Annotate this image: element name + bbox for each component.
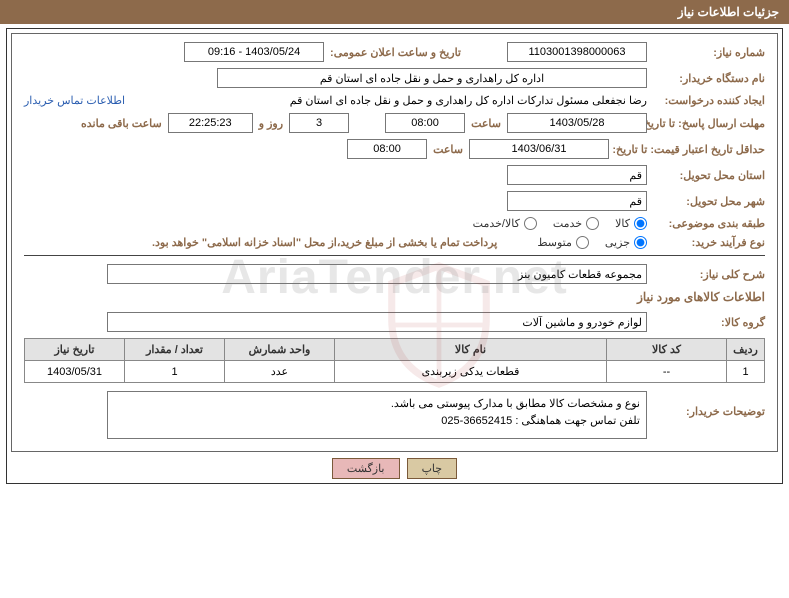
row-general-desc: شرح کلی نیاز: [24,264,765,284]
requester-label: ایجاد کننده درخواست: [653,94,765,107]
print-button[interactable]: چاپ [407,458,458,479]
need-no-label: شماره نیاز: [653,46,765,59]
class-service-label: خدمت [553,217,582,230]
classification-label: طبقه بندی موضوعی: [653,217,765,230]
button-bar: چاپ بازگشت [11,458,778,479]
goods-group-field[interactable] [107,312,647,332]
validity-time-field[interactable] [347,139,427,159]
city-label: شهر محل تحویل: [653,195,765,208]
announce-label: تاریخ و ساعت اعلان عمومی: [330,46,461,59]
row-requester: ایجاد کننده درخواست: رضا نجفعلی مسئول تد… [24,94,765,107]
goods-table: ردیف کد کالا نام کالا واحد شمارش تعداد /… [24,338,765,383]
details-panel: شماره نیاز: تاریخ و ساعت اعلان عمومی: نا… [11,33,778,452]
buyer-org-label: نام دستگاه خریدار: [653,72,765,85]
general-desc-field[interactable] [107,264,647,284]
back-button[interactable]: بازگشت [332,458,400,479]
cell-unit: عدد [225,361,335,383]
separator-1 [24,255,765,256]
time-label-1: ساعت [471,117,501,130]
cell-qty: 1 [125,361,225,383]
cell-name: قطعات یدکی زیربندی [335,361,607,383]
time-label-2: ساعت [433,143,463,156]
reply-time-field[interactable] [385,113,465,133]
row-need-number: شماره نیاز: تاریخ و ساعت اعلان عمومی: [24,42,765,62]
validity-date-field[interactable] [469,139,609,159]
buyer-notes-line2: تلفن تماس جهت هماهنگی : 36652415-025 [114,413,640,430]
class-goods-label: کالا [615,217,630,230]
pt-partial-radio[interactable] [634,236,647,249]
th-name: نام کالا [335,339,607,361]
province-field[interactable] [507,165,647,185]
remaining-label: ساعت باقی مانده [81,117,162,130]
row-buyer-org: نام دستگاه خریدار: [24,68,765,88]
validity-label: حداقل تاریخ اعتبار قیمت: تا تاریخ: [615,143,765,156]
cell-idx: 1 [727,361,765,383]
row-purchase-type: نوع فرآیند خرید: جزیی متوسط پرداخت تمام … [24,236,765,249]
class-service-radio[interactable] [586,217,599,230]
row-reply-deadline: مهلت ارسال پاسخ: تا تاریخ: ساعت روز و سا… [24,113,765,133]
buyer-org-field[interactable] [217,68,647,88]
pt-medium-radio[interactable] [576,236,589,249]
purchase-type-label: نوع فرآیند خرید: [653,236,765,249]
th-date: تاریخ نیاز [25,339,125,361]
row-buyer-notes: توضیحات خریدار: نوع و مشخصات کالا مطابق … [24,391,765,439]
general-desc-label: شرح کلی نیاز: [653,268,765,281]
days-left-field[interactable] [289,113,349,133]
row-province: استان محل تحویل: [24,165,765,185]
need-no-field[interactable] [507,42,647,62]
th-index: ردیف [727,339,765,361]
class-goods-radio[interactable] [634,217,647,230]
th-code: کد کالا [607,339,727,361]
buyer-notes-box[interactable]: نوع و مشخصات کالا مطابق با مدارک پیوستی … [107,391,647,439]
class-both-label: کالا/خدمت [473,217,520,230]
panel-title: جزئیات اطلاعات نیاز [0,0,789,24]
row-goods-group: گروه کالا: [24,312,765,332]
days-and-label: روز و [259,117,283,130]
buyer-notes-label: توضیحات خریدار: [653,391,765,418]
requester-text: رضا نجفعلی مسئول تدارکات اداره کل راهدار… [290,94,647,107]
class-both-radio[interactable] [524,217,537,230]
goods-info-heading: اطلاعات کالاهای مورد نیاز [24,290,765,304]
pt-medium-label: متوسط [537,236,572,249]
city-field[interactable] [507,191,647,211]
goods-group-label: گروه کالا: [653,316,765,329]
province-label: استان محل تحویل: [653,169,765,182]
pt-partial-label: جزیی [605,236,630,249]
reply-deadline-label: مهلت ارسال پاسخ: تا تاریخ: [653,117,765,130]
th-unit: واحد شمارش [225,339,335,361]
buyer-notes-line1: نوع و مشخصات کالا مطابق با مدارک پیوستی … [114,396,640,413]
buyer-contact-link[interactable]: اطلاعات تماس خریدار [24,94,125,107]
row-classification: طبقه بندی موضوعی: کالا خدمت کالا/خدمت [24,217,765,230]
row-validity: حداقل تاریخ اعتبار قیمت: تا تاریخ: ساعت [24,139,765,159]
th-qty: تعداد / مقدار [125,339,225,361]
announce-field[interactable] [184,42,324,62]
row-city: شهر محل تحویل: [24,191,765,211]
cell-code: -- [607,361,727,383]
table-row: 1 -- قطعات یدکی زیربندی عدد 1 1403/05/31 [25,361,765,383]
payment-note: پرداخت تمام یا بخشی از مبلغ خرید،از محل … [152,236,497,249]
reply-date-field[interactable] [507,113,647,133]
outer-frame: شماره نیاز: تاریخ و ساعت اعلان عمومی: نا… [6,28,783,484]
cell-date: 1403/05/31 [25,361,125,383]
countdown-field[interactable] [168,113,253,133]
